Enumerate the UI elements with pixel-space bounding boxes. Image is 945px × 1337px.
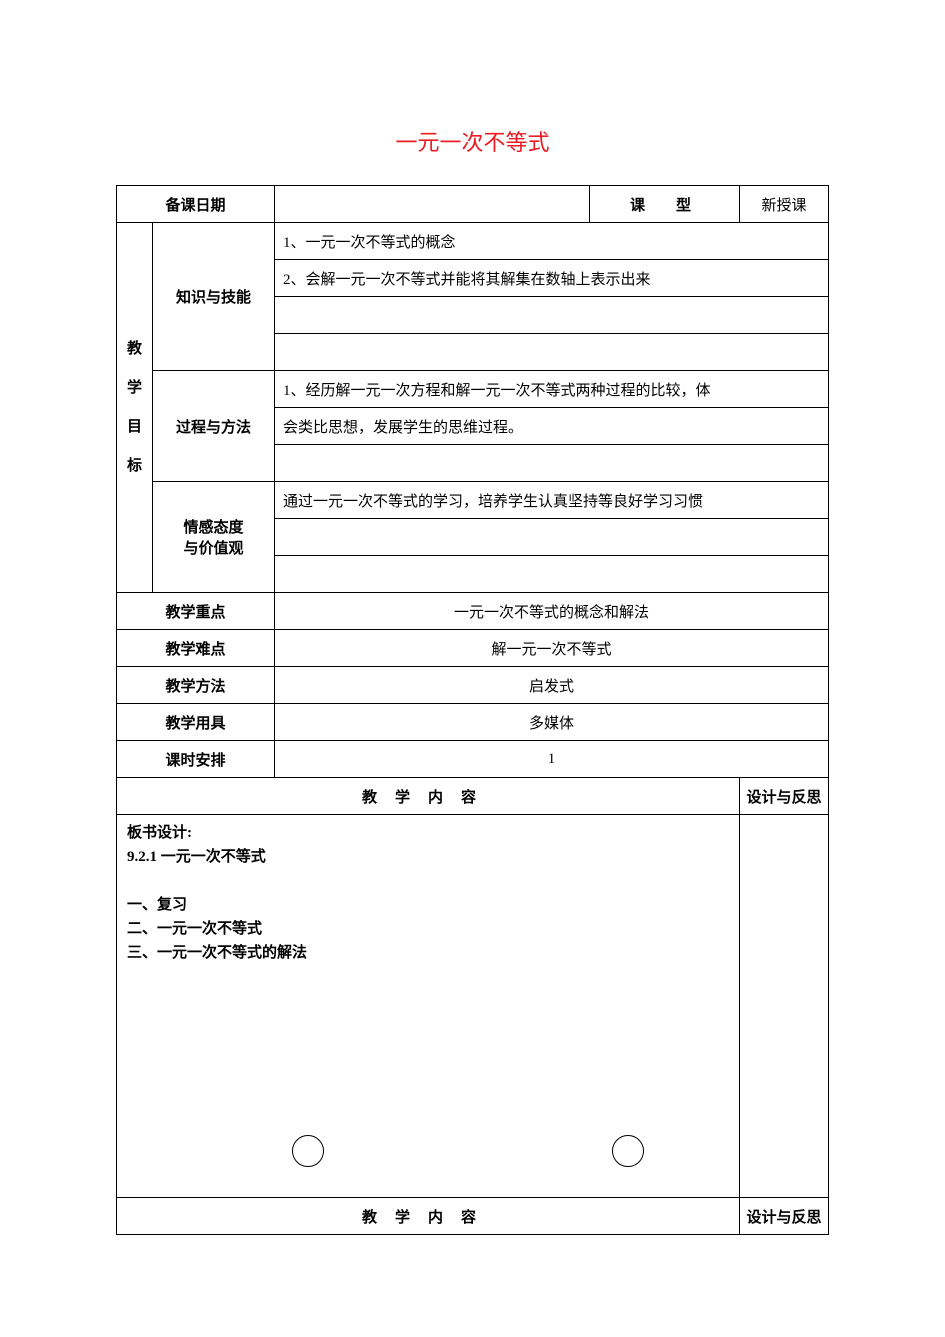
table-row: 情感态度 与价值观 通过一元一次不等式的学习，培养学生认真坚持等良好学习习惯 (116, 482, 828, 519)
difficulty-label: 教学难点 (116, 630, 274, 667)
method-label: 教学方法 (116, 667, 274, 704)
process-label: 过程与方法 (152, 371, 274, 482)
board-line: 三、一元一次不等式的解法 (127, 945, 307, 961)
attitude-item: 通过一元一次不等式的学习，培养学生认真坚持等良好学习习惯 (275, 482, 829, 519)
process-item: 1、经历解一元一次方程和解一元一次不等式两种过程的比较，体 (275, 371, 829, 408)
content-header-right: 设计与反思 (740, 1198, 829, 1235)
circle-icon (292, 1135, 324, 1167)
reflection-cell (740, 815, 829, 1198)
circle-icon (612, 1135, 644, 1167)
method-value: 启发式 (275, 667, 829, 704)
difficulty-value: 解一元一次不等式 (275, 630, 829, 667)
content-header-left: 教学内容 (116, 778, 739, 815)
process-item (275, 445, 829, 482)
goals-label: 教 学 目 标 (116, 223, 152, 593)
board-section: 9.2.1 一元一次不等式 (127, 849, 266, 865)
page-title: 一元一次不等式 (0, 125, 945, 157)
prep-date-value (275, 186, 590, 223)
knowledge-item (275, 334, 829, 371)
table-row: 教 学 目 标 知识与技能 1、一元一次不等式的概念 (116, 223, 828, 260)
class-type-value: 新授课 (740, 186, 829, 223)
table-row: 教学用具 多媒体 (116, 704, 828, 741)
attitude-label: 情感态度 与价值观 (152, 482, 274, 593)
tools-label: 教学用具 (116, 704, 274, 741)
schedule-value: 1 (275, 741, 829, 778)
table-row: 课时安排 1 (116, 741, 828, 778)
focus-label: 教学重点 (116, 593, 274, 630)
table-row: 教学难点 解一元一次不等式 (116, 630, 828, 667)
schedule-label: 课时安排 (116, 741, 274, 778)
goals-char: 教 (127, 341, 142, 357)
table-row: 教学方法 启发式 (116, 667, 828, 704)
class-type-label: 课 型 (590, 186, 740, 223)
table-row: 板书设计: 9.2.1 一元一次不等式 一、复习 二、一元一次不等式 三、一元一… (116, 815, 828, 1198)
table-row: 教学内容 设计与反思 (116, 778, 828, 815)
knowledge-item: 1、一元一次不等式的概念 (275, 223, 829, 260)
table-row: 教学重点 一元一次不等式的概念和解法 (116, 593, 828, 630)
board-line: 二、一元一次不等式 (127, 921, 262, 937)
knowledge-label: 知识与技能 (152, 223, 274, 371)
board-design-cell: 板书设计: 9.2.1 一元一次不等式 一、复习 二、一元一次不等式 三、一元一… (116, 815, 739, 1198)
content-header-right: 设计与反思 (740, 778, 829, 815)
table-row: 备课日期 课 型 新授课 (116, 186, 828, 223)
board-title: 板书设计: (127, 825, 192, 841)
process-item: 会类比思想，发展学生的思维过程。 (275, 408, 829, 445)
attitude-item (275, 556, 829, 593)
knowledge-item (275, 297, 829, 334)
goals-char: 学 (127, 380, 142, 396)
knowledge-item: 2、会解一元一次不等式并能将其解集在数轴上表示出来 (275, 260, 829, 297)
content-header-left: 教学内容 (116, 1198, 739, 1235)
goals-char: 标 (127, 458, 142, 474)
table-row: 教学内容 设计与反思 (116, 1198, 828, 1235)
focus-value: 一元一次不等式的概念和解法 (275, 593, 829, 630)
lesson-plan-table: 备课日期 课 型 新授课 教 学 目 标 知识与技能 1、一元一次不等式的概念 … (116, 185, 829, 1235)
prep-date-label: 备课日期 (116, 186, 274, 223)
attitude-item (275, 519, 829, 556)
board-line: 一、复习 (127, 897, 187, 913)
goals-char: 目 (127, 419, 142, 435)
tools-value: 多媒体 (275, 704, 829, 741)
table-row: 过程与方法 1、经历解一元一次方程和解一元一次不等式两种过程的比较，体 (116, 371, 828, 408)
